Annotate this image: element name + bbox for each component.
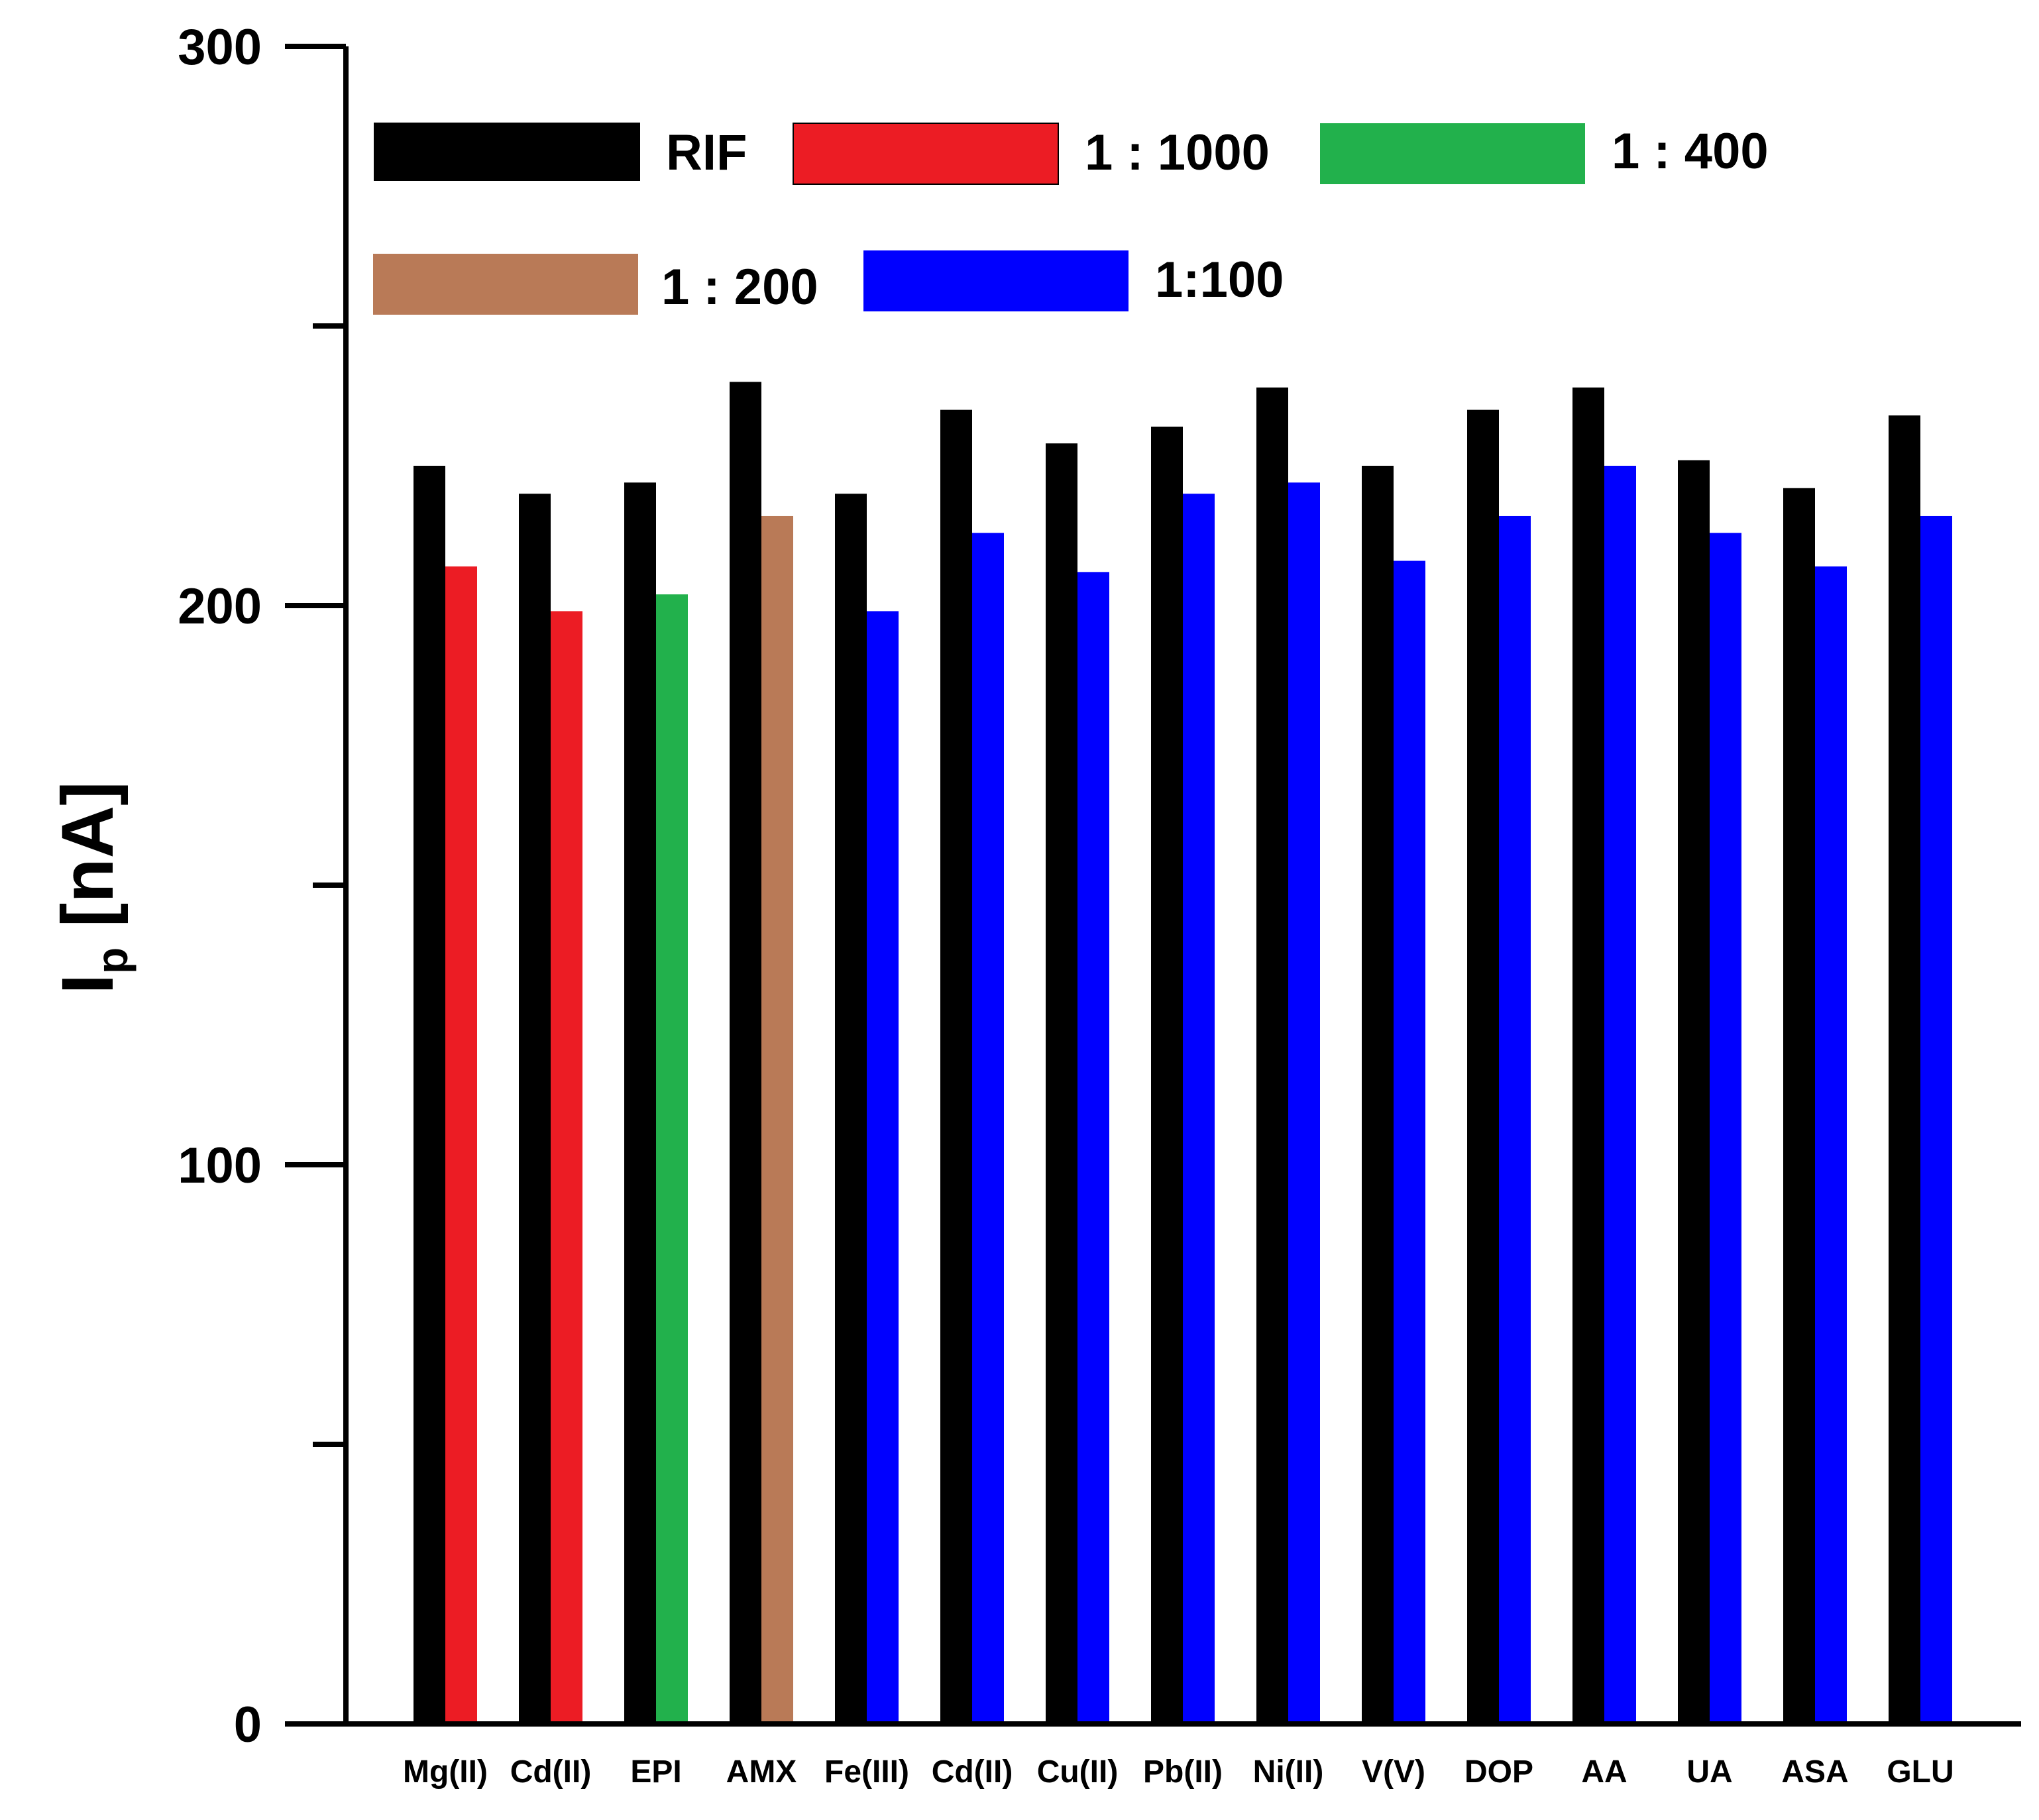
y-axis-title: Ip [nA] [47, 781, 137, 994]
bar-interferent [1604, 466, 1636, 1724]
bar-rif [730, 382, 761, 1724]
x-tick-label: AA [1581, 1754, 1627, 1790]
legend-swatch-1-1000 [793, 123, 1059, 185]
x-tick-label: Pb(II) [1143, 1754, 1223, 1790]
bar-rif [835, 494, 867, 1725]
x-tick-label: Ni(II) [1253, 1754, 1324, 1790]
x-tick-label: Mg(II) [403, 1754, 488, 1790]
y-axis-title-main: I [47, 974, 129, 994]
bars-layer [413, 382, 1952, 1725]
legend-swatch-1-200 [373, 254, 638, 315]
bar-rif [940, 409, 972, 1724]
bar-rif [1467, 409, 1499, 1724]
bar-rif [1783, 488, 1815, 1724]
legend-label-rif: RIF [666, 125, 747, 181]
bar-interferent [1710, 533, 1741, 1724]
x-tick-label: ASA [1781, 1754, 1848, 1790]
y-tick-label: 0 [234, 1697, 262, 1753]
bar-interferent [972, 533, 1004, 1724]
bar-interferent [1077, 572, 1109, 1724]
legend-label-1-200: 1 : 200 [661, 259, 818, 315]
x-tick-label: Cu(II) [1037, 1754, 1119, 1790]
legend-label-1-100: 1:100 [1155, 252, 1284, 308]
bar-interferent [1815, 566, 1847, 1725]
x-tick-label: Fe(III) [824, 1754, 909, 1790]
legend-label-1-400: 1 : 400 [1612, 123, 1769, 180]
y-axis-title-subscript: p [87, 947, 137, 974]
legend-swatch-1-400 [1320, 123, 1585, 184]
x-tick-label: AMX [726, 1754, 797, 1790]
bar-rif [1046, 443, 1077, 1724]
x-tick-label: V(V) [1362, 1754, 1425, 1790]
bar-interferent [761, 515, 793, 1725]
x-tick-label: GLU [1887, 1754, 1954, 1790]
y-axis-title-unit: [nA] [47, 781, 129, 947]
x-tick-label: UA [1686, 1754, 1732, 1790]
bar-interferent [1920, 515, 1952, 1725]
bar-rif [1151, 426, 1183, 1725]
bar-rif [1889, 415, 1920, 1724]
bar-interferent [1183, 494, 1215, 1725]
bar-rif [1678, 460, 1710, 1724]
bar-interferent [867, 611, 899, 1725]
bar-rif [1572, 387, 1604, 1724]
bar-rif [519, 494, 551, 1725]
bar-interferent [1288, 482, 1320, 1724]
bar-interferent [445, 566, 477, 1725]
x-tick-label: EPI [630, 1754, 681, 1790]
y-tick-label: 200 [178, 578, 262, 635]
bar-rif [1362, 466, 1394, 1724]
legend-label-1-1000: 1 : 1000 [1085, 125, 1270, 181]
legend-swatch-1-100 [863, 250, 1129, 311]
bar-interferent [551, 611, 582, 1725]
bar-interferent [656, 594, 688, 1724]
legend-swatch-rif [374, 123, 640, 181]
legend: RIF 1 : 1000 1 : 400 1 : 200 1:100 [373, 123, 1769, 315]
y-ticks: 0 100 200 300 [178, 19, 346, 1753]
bar-rif [413, 466, 445, 1724]
bar-interferent [1499, 515, 1531, 1725]
x-tick-labels: Mg(II) Cd(II) EPI AMX Fe(III) Cd(II) Cu(II) Pb(… [403, 1754, 1954, 1790]
x-tick-label: Cd(II) [932, 1754, 1013, 1790]
svg-text:Ip [nA]: Ip [nA] [47, 781, 137, 994]
y-tick-label: 300 [178, 19, 262, 76]
bar-interferent [1394, 561, 1425, 1724]
bar-rif [1256, 387, 1288, 1724]
bar-rif [624, 482, 656, 1724]
x-tick-label: DOP [1464, 1754, 1533, 1790]
y-tick-label: 100 [178, 1138, 262, 1194]
x-tick-label: Cd(II) [510, 1754, 592, 1790]
